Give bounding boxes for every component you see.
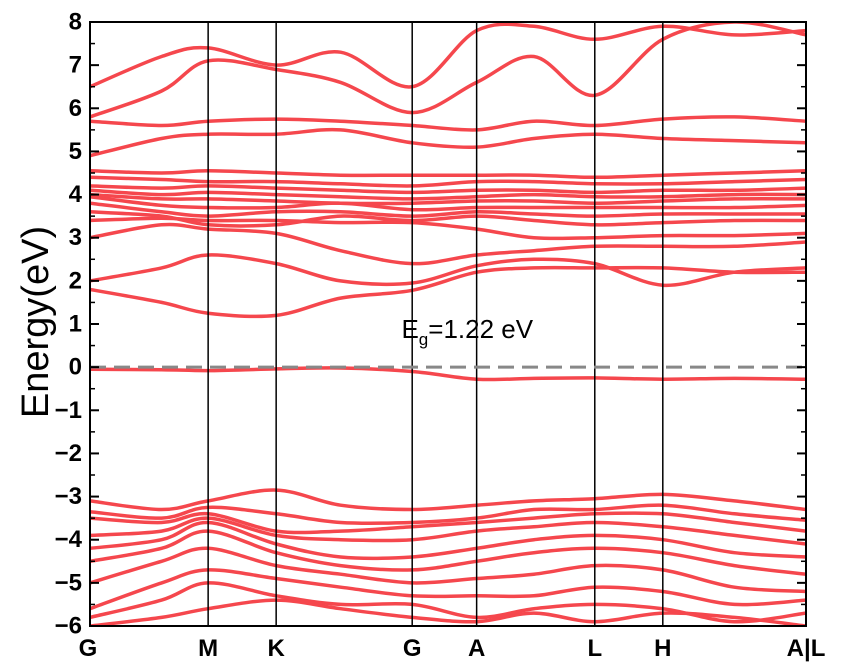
band-line-11 (90, 366, 806, 382)
band-line-1 (90, 598, 806, 626)
y-tick-label: 4 (69, 181, 83, 208)
y-tick-label: −3 (55, 483, 82, 510)
y-tick-label: −4 (55, 526, 83, 553)
x-tick-label-3: K (267, 635, 285, 662)
x-tick-label-2: M (198, 635, 218, 662)
plot-area: −6 −5 −4 −3 −2 −1 0 1 2 3 4 5 6 7 8 G M K G A L H A|L Eg=1.22 e… (55, 9, 826, 663)
band-line-8 (90, 511, 806, 535)
y-tick-label: 2 (69, 267, 82, 294)
band-line-20 (90, 188, 806, 201)
band-line-14 (90, 222, 806, 266)
band-line-18 (90, 194, 806, 212)
band-line-15 (90, 216, 806, 241)
band-line-22 (90, 175, 806, 188)
band-line-17 (90, 201, 806, 218)
band-gap-annotation: Eg=1.22 eV (401, 314, 533, 349)
x-tick-label-6: L (587, 635, 602, 662)
band-line-25 (90, 115, 806, 132)
band-line-13 (90, 253, 806, 287)
band-line-19 (90, 192, 806, 206)
band-line-24 (90, 127, 806, 158)
y-tick-label: 6 (69, 95, 82, 122)
y-tick-label: 8 (69, 9, 82, 36)
band-line-9 (90, 503, 806, 526)
band-line-27 (90, 22, 806, 89)
y-tick-label: 0 (69, 354, 82, 381)
y-tick-label: −6 (55, 613, 82, 640)
band-line-21 (90, 184, 806, 195)
band-line-12 (90, 265, 806, 319)
y-tick-label: 1 (69, 311, 82, 338)
x-tick-label-4: G (403, 635, 422, 662)
band-line-16 (90, 210, 806, 228)
band-line-10 (90, 488, 806, 512)
bands-group (90, 22, 806, 626)
x-tick-label-5: A (468, 635, 485, 662)
band-line-2 (90, 581, 806, 624)
y-tick-label: −2 (55, 440, 82, 467)
x-tick-label-8: A|L (787, 635, 826, 662)
band-line-23 (90, 169, 806, 180)
y-tick-label: −1 (55, 397, 82, 424)
y-tick-label: 5 (69, 138, 82, 165)
y-tick-label: −5 (55, 569, 82, 596)
band-line-6 (90, 520, 806, 561)
band-line-7 (90, 516, 806, 546)
band-line-4 (90, 546, 806, 594)
y-tick-label: 7 (69, 52, 82, 79)
y-axis-title: Energy(eV) (15, 226, 57, 418)
band-line-5 (90, 529, 806, 576)
band-line-3 (90, 568, 806, 611)
x-tick-label-1: G (79, 635, 98, 662)
y-tick-label: 3 (69, 224, 82, 251)
x-tick-label-7: H (654, 635, 671, 662)
band-line-26 (90, 22, 806, 119)
